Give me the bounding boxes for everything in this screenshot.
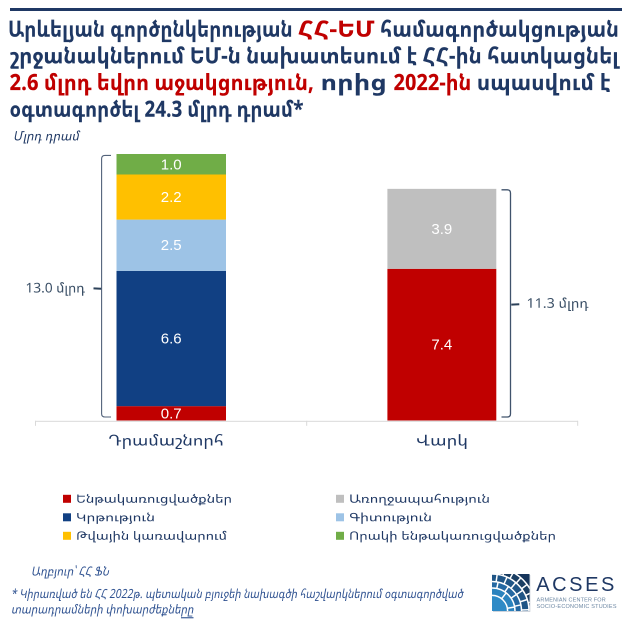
svg-text:2.2: 2.2 — [161, 189, 182, 206]
svg-text:3.9: 3.9 — [431, 221, 452, 238]
svg-text:ARMENIAN CENTER FOR: ARMENIAN CENTER FOR — [537, 597, 606, 603]
svg-text:1.0: 1.0 — [161, 156, 182, 173]
svg-text:7.4: 7.4 — [431, 337, 452, 354]
svg-text:6.6: 6.6 — [161, 331, 182, 348]
svg-text:2.5: 2.5 — [161, 237, 182, 254]
svg-text:SOCIO-ECONOMIC STUDIES: SOCIO-ECONOMIC STUDIES — [537, 604, 617, 610]
svg-text:0.7: 0.7 — [161, 405, 182, 422]
svg-text:ACSES: ACSES — [536, 574, 617, 596]
